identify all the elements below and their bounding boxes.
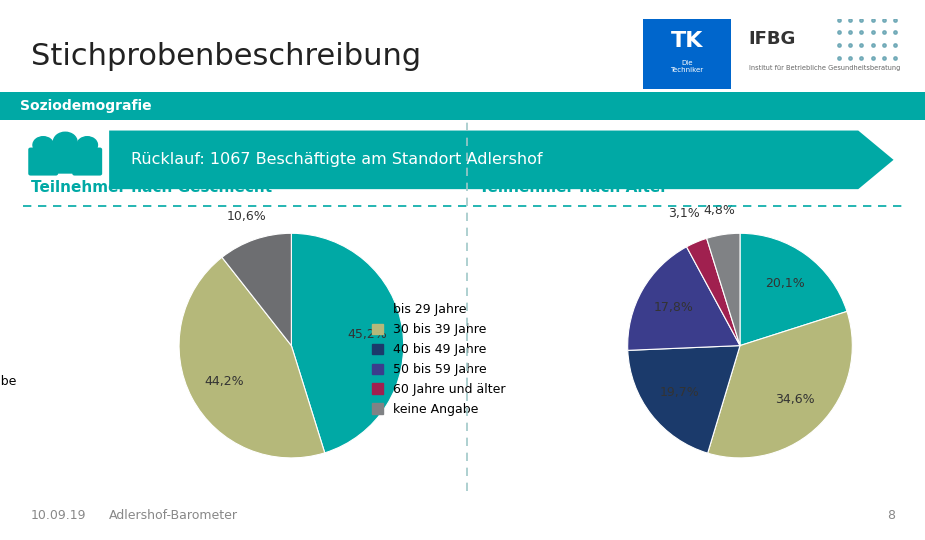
Text: 8: 8: [887, 509, 895, 523]
FancyBboxPatch shape: [0, 92, 925, 120]
Circle shape: [77, 137, 97, 153]
Wedge shape: [628, 247, 740, 350]
Circle shape: [33, 137, 54, 153]
Text: Stichprobenbeschreibung: Stichprobenbeschreibung: [31, 42, 421, 71]
Text: Die
Techniker: Die Techniker: [671, 60, 703, 73]
Text: 3,1%: 3,1%: [669, 207, 700, 220]
Wedge shape: [628, 346, 740, 453]
Text: 10.09.19: 10.09.19: [31, 509, 86, 523]
Text: 4,8%: 4,8%: [704, 204, 735, 217]
Wedge shape: [686, 238, 740, 346]
Text: TK: TK: [671, 31, 703, 51]
Text: 19,7%: 19,7%: [660, 386, 699, 399]
FancyBboxPatch shape: [29, 147, 58, 176]
FancyBboxPatch shape: [643, 19, 731, 89]
Polygon shape: [109, 131, 894, 189]
Text: Soziodemografie: Soziodemografie: [20, 99, 152, 113]
Text: 20,1%: 20,1%: [765, 278, 805, 291]
Text: 44,2%: 44,2%: [204, 375, 243, 388]
Text: 34,6%: 34,6%: [774, 393, 814, 406]
FancyBboxPatch shape: [49, 143, 81, 174]
Text: IFBG: IFBG: [748, 30, 796, 48]
Text: Rücklauf: 1067 Beschäftigte am Standort Adlershof: Rücklauf: 1067 Beschäftigte am Standort …: [131, 152, 543, 167]
Text: Teilnehmer nach Geschlecht: Teilnehmer nach Geschlecht: [31, 180, 272, 195]
Wedge shape: [179, 257, 325, 458]
Wedge shape: [707, 233, 740, 346]
Text: 10,6%: 10,6%: [227, 210, 266, 222]
Text: Adlershof-Barometer: Adlershof-Barometer: [109, 509, 238, 523]
Circle shape: [54, 132, 77, 151]
Text: 45,2%: 45,2%: [347, 328, 387, 341]
Text: 17,8%: 17,8%: [654, 301, 694, 314]
Text: Teilnehmer nach Alter: Teilnehmer nach Alter: [479, 180, 668, 195]
Legend: bis 29 Jahre, 30 bis 39 Jahre, 40 bis 49 Jahre, 50 bis 59 Jahre, 60 Jahre und äl: bis 29 Jahre, 30 bis 39 Jahre, 40 bis 49…: [367, 299, 511, 421]
Wedge shape: [708, 312, 852, 458]
Legend: Weiblich, Männlich, keine Angabe: Weiblich, Männlich, keine Angabe: [0, 326, 21, 393]
Wedge shape: [291, 233, 403, 453]
Text: Institut für Betriebliche Gesundheitsberatung: Institut für Betriebliche Gesundheitsber…: [748, 65, 900, 71]
Wedge shape: [222, 233, 291, 346]
Wedge shape: [740, 233, 847, 346]
FancyBboxPatch shape: [72, 147, 102, 176]
